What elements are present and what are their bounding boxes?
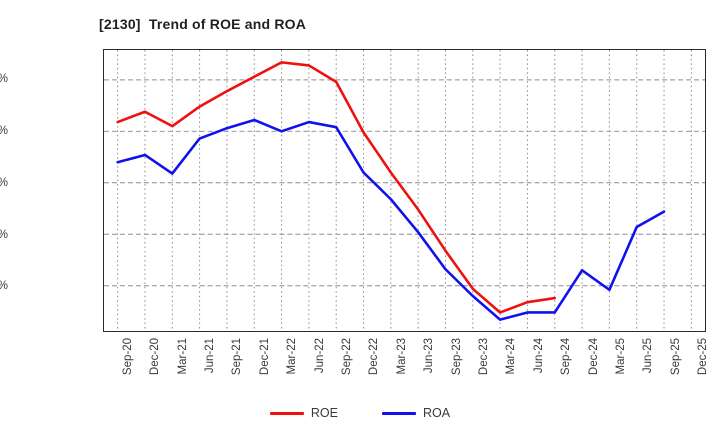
gridlines: [104, 50, 705, 331]
x-tick-label: Jun-25: [642, 338, 655, 374]
x-tick-label: Mar-22: [286, 338, 299, 375]
series-line-roa: [116, 118, 666, 321]
legend-swatch-roe: [269, 411, 304, 415]
plot-area: [103, 49, 706, 332]
legend-item-roa[interactable]: ROA: [382, 406, 450, 420]
legend-item-roe[interactable]: ROE: [269, 406, 338, 420]
chart-legend: ROE ROA: [0, 406, 720, 420]
x-tick-label: Dec-21: [258, 338, 271, 376]
y-tick-label: 10.0%: [0, 229, 8, 241]
series-lines: [116, 61, 666, 321]
x-tick-label: Sep-21: [231, 338, 244, 376]
x-tick-label: Sep-25: [669, 338, 682, 376]
page-title: [2130] Trend of ROE and ROA: [99, 16, 307, 32]
y-tick-label: 20.0%: [0, 125, 8, 137]
x-tick-label: Dec-24: [587, 338, 600, 376]
x-tick-label: Jun-24: [532, 338, 545, 374]
x-tick-label: Sep-22: [340, 338, 353, 376]
x-tick-label: Mar-23: [395, 338, 408, 375]
x-tick-label: Jun-23: [423, 338, 436, 374]
x-tick-label: Jun-22: [313, 338, 326, 374]
x-tick-label: Sep-20: [121, 338, 134, 376]
x-tick-label: Dec-22: [368, 338, 381, 376]
x-tick-label: Jun-21: [203, 338, 216, 374]
x-tick-label: Sep-23: [450, 338, 463, 376]
series-line-roe: [116, 61, 557, 314]
x-tick-label: Mar-25: [615, 338, 628, 375]
x-tick-label: Dec-23: [478, 338, 491, 376]
x-tick-label: Mar-24: [505, 338, 518, 375]
y-tick-label: 25.0%: [0, 73, 8, 85]
legend-label: ROA: [423, 406, 451, 420]
legend-label: ROE: [310, 406, 338, 420]
y-tick-label: 15.0%: [0, 177, 8, 189]
x-tick-label: Dec-25: [697, 338, 710, 376]
x-tick-label: Sep-24: [560, 338, 573, 376]
x-tick-label: Mar-21: [176, 338, 189, 375]
y-tick-label: 5.0%: [0, 280, 8, 292]
legend-swatch-roa: [382, 411, 416, 415]
x-tick-label: Dec-20: [149, 338, 162, 376]
